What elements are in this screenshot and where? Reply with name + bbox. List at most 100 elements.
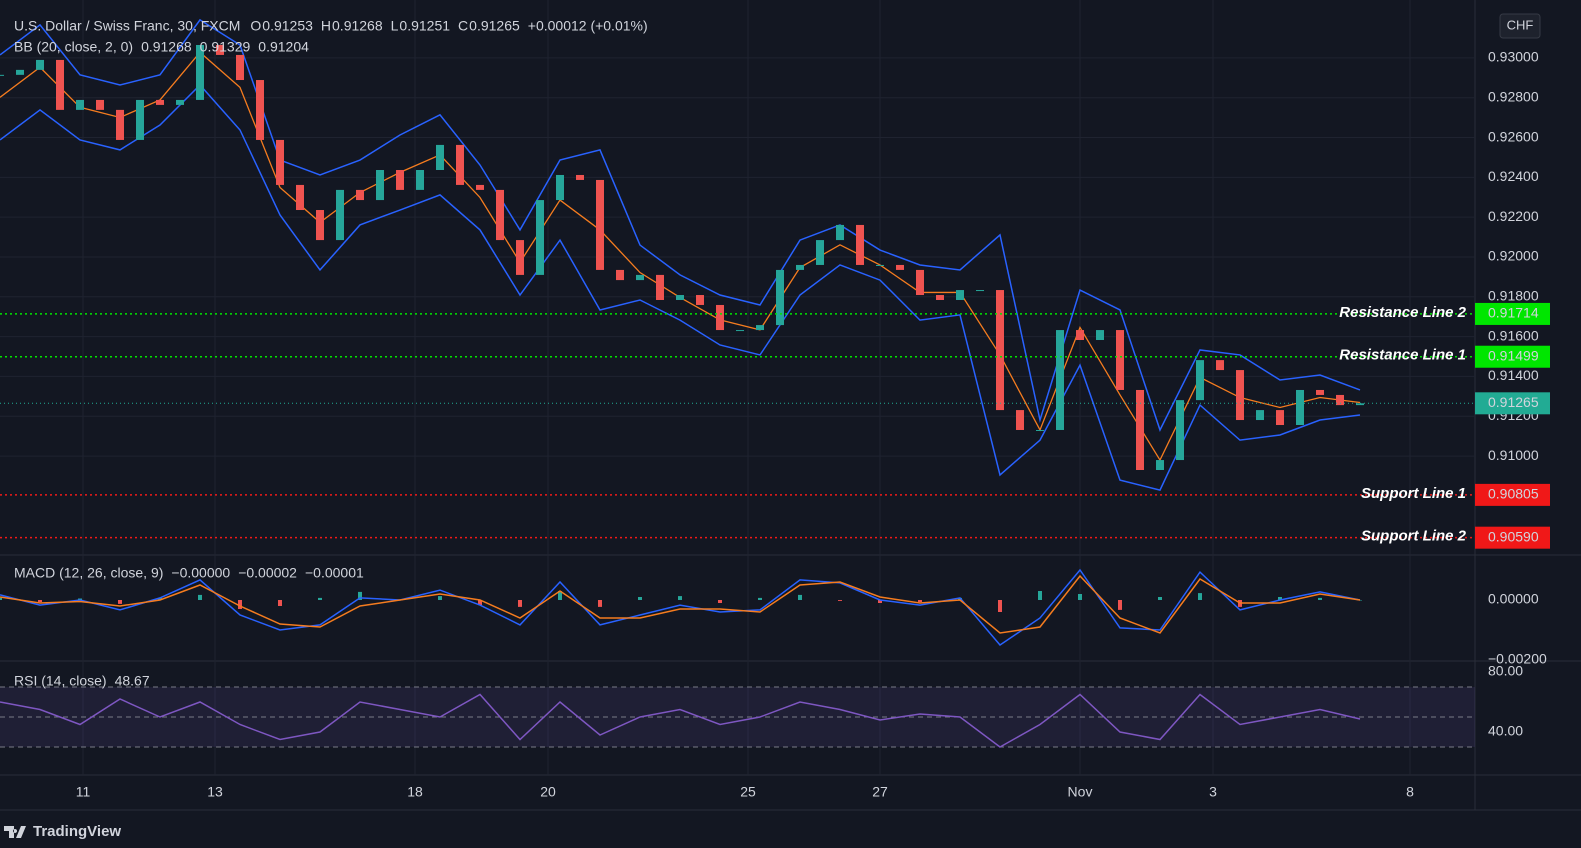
candle <box>296 184 304 211</box>
histogram-bar <box>158 597 162 600</box>
legend-text: C <box>458 18 468 34</box>
candle <box>1176 400 1184 461</box>
histogram-bar <box>1318 597 1322 600</box>
x-tick-label: 11 <box>76 784 91 800</box>
candle <box>0 74 4 76</box>
level-badge <box>1475 483 1550 506</box>
y-tick-label: 0.92400 <box>1488 168 1539 184</box>
candle <box>696 295 704 305</box>
level-label: 0.91714 <box>1488 305 1539 321</box>
candle <box>836 224 844 241</box>
candle <box>336 189 344 241</box>
level-badge <box>1475 345 1550 368</box>
signal-line <box>0 574 1361 634</box>
tradingview-logo: TradingView <box>4 823 121 840</box>
y-tick-label: 0.91000 <box>1488 447 1539 463</box>
level-label: 0.91499 <box>1488 347 1539 363</box>
legend-text: MACD (12, 26, close, 9) <box>14 565 163 581</box>
level-badge <box>1475 302 1550 325</box>
histogram-bar <box>798 594 802 600</box>
candle <box>736 330 744 332</box>
candle <box>1076 330 1084 341</box>
legend-text: U.S. Dollar / Swiss Franc, 30, FXCM <box>14 18 240 34</box>
candle <box>756 325 764 331</box>
candle <box>576 174 584 180</box>
histogram-bar <box>1158 597 1162 600</box>
y-tick-label: 80.00 <box>1488 663 1523 679</box>
candle <box>276 139 284 185</box>
x-tick-label: 13 <box>207 784 223 800</box>
histogram-bar <box>558 591 562 600</box>
brand: TradingView <box>33 823 121 840</box>
candle <box>1116 330 1124 390</box>
x-tick-label: 20 <box>540 784 556 800</box>
candle <box>1316 389 1324 395</box>
histogram-bar <box>1118 600 1122 610</box>
histogram-bar <box>1358 600 1362 601</box>
histogram-bar <box>318 597 322 600</box>
candle <box>1136 389 1144 470</box>
x-tick-label: Nov <box>1068 784 1093 800</box>
candle <box>476 184 484 190</box>
level-badge <box>1475 526 1550 549</box>
candle <box>796 264 804 270</box>
candle <box>556 174 564 201</box>
candle <box>1216 360 1224 371</box>
x-tick-label: 27 <box>872 784 888 800</box>
legend-text: 48.67 <box>115 673 150 689</box>
legend-text: −0.00001 <box>305 565 364 581</box>
candle <box>636 274 644 281</box>
legend-text: +0.00012 (+0.01%) <box>528 18 648 34</box>
last-price-badge <box>1475 392 1550 415</box>
y-tick-label: 0.00000 <box>1488 591 1539 607</box>
y-tick-label: 0.93000 <box>1488 49 1539 65</box>
x-tick-label: 8 <box>1406 784 1414 800</box>
level-name: Support Line 1 <box>1361 485 1466 502</box>
legend-text: −0.00002 <box>238 565 297 581</box>
candle <box>816 240 824 265</box>
legend-text: L <box>391 18 399 34</box>
candle <box>776 269 784 326</box>
currency-box <box>1499 13 1541 39</box>
candle <box>536 200 544 275</box>
candle <box>436 144 444 171</box>
histogram-bar <box>598 600 602 607</box>
level-label: 0.90590 <box>1488 528 1539 544</box>
level-label: 0.90805 <box>1488 486 1539 502</box>
histogram-bar <box>438 596 442 600</box>
candle <box>896 264 904 270</box>
candle <box>516 240 524 275</box>
rsi-line <box>0 693 1361 748</box>
y-tick-label: 0.92200 <box>1488 208 1539 224</box>
candle <box>1276 410 1284 426</box>
candle <box>596 179 604 270</box>
histogram-bar <box>518 600 522 607</box>
candle <box>1036 429 1044 431</box>
histogram-bar <box>878 600 882 603</box>
candle <box>16 69 24 75</box>
candle <box>1356 403 1364 406</box>
candle <box>976 290 984 292</box>
candle <box>1056 330 1064 430</box>
level-name: Resistance Line 2 <box>1339 304 1466 321</box>
histogram-bar <box>1038 591 1042 600</box>
histogram-bar <box>638 597 642 600</box>
legend-text: BB (20, close, 2, 0) <box>14 39 133 55</box>
y-tick-label: 0.91600 <box>1488 327 1539 343</box>
histogram-bar <box>478 600 482 606</box>
legend-text: RSI (14, close) <box>14 673 107 689</box>
candle <box>876 264 884 266</box>
histogram-bar <box>1078 594 1082 600</box>
level-name: Support Line 2 <box>1361 528 1467 545</box>
candle <box>396 170 404 190</box>
histogram-bar <box>118 600 122 604</box>
histogram-bar <box>918 600 922 603</box>
histogram-bar <box>758 597 762 600</box>
bb-upper <box>0 18 1361 432</box>
candle <box>716 304 724 331</box>
histogram-bar <box>1198 593 1202 600</box>
candle <box>76 99 84 110</box>
candle <box>1016 410 1024 430</box>
legend-text: 0.91268 <box>332 18 383 34</box>
